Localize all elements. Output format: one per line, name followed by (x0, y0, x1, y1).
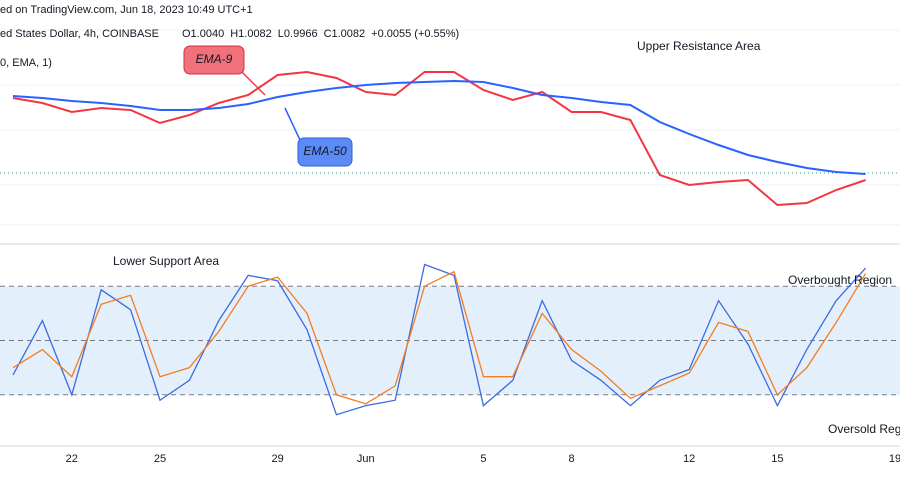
series-line (12, 263, 867, 416)
ema9-label: EMA-9 (196, 52, 233, 66)
x-tick-label: 25 (154, 453, 166, 465)
ohlc-value: +0.0055 (+0.55%) (371, 28, 459, 40)
series-line (12, 79, 866, 175)
indicator-params: 0, EMA, 1) (0, 57, 52, 69)
ohlc-value: L0.9966 (278, 28, 318, 40)
ema50-callout (297, 137, 353, 167)
ohlc: O1.0040 H1.0082 L0.9966 C1.0082 +0.0055 (+0.… (182, 28, 459, 40)
series-line (12, 70, 866, 207)
x-tick-label: 5 (480, 453, 486, 465)
x-tick-label: 19 (889, 453, 900, 465)
annotation: Lower Support Area (113, 254, 219, 268)
symbol: ed States Dollar, 4h, COINBASE (0, 28, 159, 40)
annotation: Upper Resistance Area (637, 39, 761, 53)
ema50-label: EMA-50 (303, 144, 347, 158)
grid (0, 29, 900, 226)
annotation: Overbought Region (788, 273, 892, 287)
x-tick-label: 12 (683, 453, 695, 465)
ema50-callout-arrow (284, 107, 301, 141)
annotation: Oversold Region (828, 422, 900, 436)
x-tick-label: Jun (357, 453, 375, 465)
panes: 22 25 29 Jun 5 8 12 15 19 Upper Resistance Area Lo… (0, 39, 900, 465)
ohlc-value: O1.0040 (182, 28, 224, 40)
x-tick-label: 29 (271, 453, 283, 465)
ema9-callout-arrow (239, 69, 266, 96)
ohlc-value: H1.0082 (230, 28, 272, 40)
x-tick-label: 8 (569, 453, 575, 465)
x-tick-label: 15 (771, 453, 783, 465)
ohlc-value: C1.0082 (324, 28, 366, 40)
x-tick-label: 22 (66, 453, 78, 465)
ema9-callout (183, 45, 245, 75)
source-line: ed on TradingView.com, Jun 18, 2023 10:4… (0, 4, 253, 16)
series-line (12, 270, 867, 405)
